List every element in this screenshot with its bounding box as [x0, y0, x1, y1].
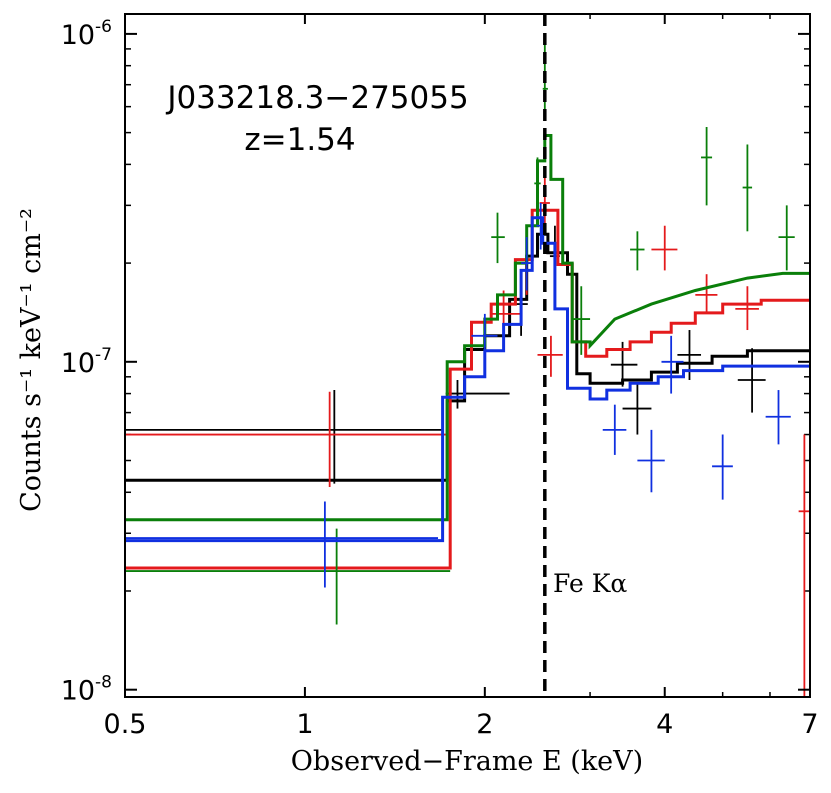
model-line-blue [125, 216, 810, 543]
x-tick-label: 1 [296, 709, 313, 740]
y-tick-base: 10 [61, 20, 95, 51]
y-tick-label: 10-6 [61, 17, 112, 51]
x-tick-label: 0.5 [104, 709, 147, 740]
data-point-green [742, 144, 753, 232]
data-point-red [735, 286, 759, 331]
y-axis-title: Counts s⁻¹ keV⁻¹ cm⁻² [16, 208, 47, 512]
x-tick-labels: 0.5 1 2 4 7 [104, 709, 819, 740]
plot-frame [124, 13, 811, 698]
y-tick-base: 10 [61, 676, 95, 707]
data-point-black [737, 348, 766, 413]
major-tick-marks [124, 14, 811, 697]
data-point-green [491, 212, 505, 264]
data-point-blue [712, 434, 733, 500]
data-point-black [622, 383, 652, 435]
series-green [125, 41, 810, 625]
source-name-label: J033218.3−275055 [165, 80, 468, 116]
data-point-blue [765, 390, 791, 445]
model-line-red [125, 208, 810, 570]
x-tick-label: 4 [656, 709, 673, 740]
data-point-green [630, 231, 645, 271]
y-tick-label: 10-7 [61, 345, 112, 379]
series-layer [125, 41, 810, 697]
data-point-black [445, 380, 510, 409]
data-point-blue [521, 237, 533, 291]
y-tick-exponent: -7 [95, 345, 112, 365]
y-tick-label: 10-8 [61, 673, 112, 707]
y-tick-exponent: -8 [95, 673, 112, 693]
y-tick-labels: 10-8 10-7 10-6 [61, 17, 112, 707]
data-point-red [798, 434, 810, 697]
data-point-red [537, 335, 563, 377]
model-line-black [125, 232, 810, 482]
fe-k-alpha-label: Fe Kα [553, 569, 627, 598]
data-point-blue [637, 429, 665, 493]
x-tick-label: 2 [476, 709, 493, 740]
x-tick-label: 7 [801, 709, 818, 740]
data-point-blue [661, 335, 684, 394]
y-tick-exponent: -6 [95, 17, 112, 37]
series-blue [125, 202, 810, 588]
data-point-green [778, 205, 795, 271]
data-point-black [677, 330, 702, 381]
data-point-red [695, 274, 718, 314]
series-black [125, 225, 810, 484]
y-tick-base: 10 [61, 348, 95, 379]
data-point-blue [602, 404, 627, 455]
x-axis-title: Observed−Frame E (keV) [291, 746, 643, 777]
data-point-green [701, 127, 713, 206]
data-point-green [572, 286, 591, 355]
data-point-red [651, 225, 678, 271]
series-red [125, 171, 810, 697]
redshift-label: z=1.54 [244, 122, 355, 158]
minor-tick-marks [125, 14, 810, 697]
